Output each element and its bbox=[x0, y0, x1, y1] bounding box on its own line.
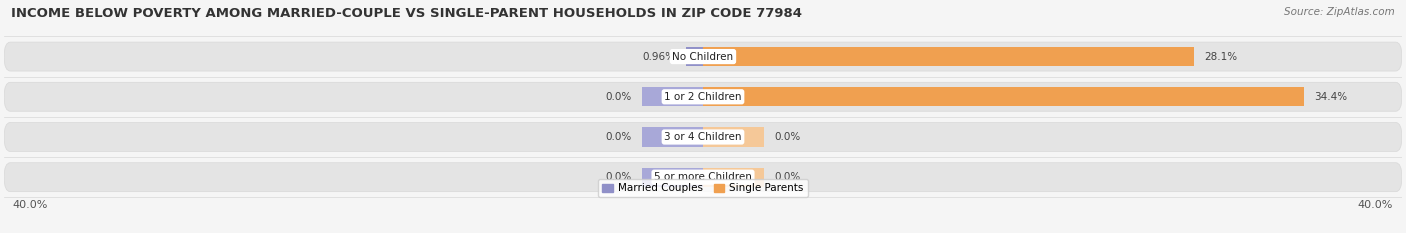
Bar bbox=[703, 127, 763, 147]
FancyBboxPatch shape bbox=[4, 123, 1402, 151]
Text: 34.4%: 34.4% bbox=[1315, 92, 1347, 102]
Bar bbox=[703, 47, 1194, 66]
Text: 0.0%: 0.0% bbox=[775, 132, 801, 142]
Bar bbox=[703, 168, 763, 187]
Text: 0.0%: 0.0% bbox=[605, 92, 631, 102]
Text: No Children: No Children bbox=[672, 51, 734, 62]
Legend: Married Couples, Single Parents: Married Couples, Single Parents bbox=[599, 179, 807, 197]
Bar bbox=[703, 87, 1303, 106]
Text: 0.0%: 0.0% bbox=[605, 132, 631, 142]
Text: 40.0%: 40.0% bbox=[13, 200, 48, 210]
FancyBboxPatch shape bbox=[4, 42, 1402, 71]
Text: 1 or 2 Children: 1 or 2 Children bbox=[664, 92, 742, 102]
Text: 28.1%: 28.1% bbox=[1205, 51, 1237, 62]
Text: 3 or 4 Children: 3 or 4 Children bbox=[664, 132, 742, 142]
Text: 0.96%: 0.96% bbox=[643, 51, 676, 62]
FancyBboxPatch shape bbox=[4, 163, 1402, 192]
Bar bbox=[643, 168, 703, 187]
Text: Source: ZipAtlas.com: Source: ZipAtlas.com bbox=[1284, 7, 1395, 17]
Text: 40.0%: 40.0% bbox=[1358, 200, 1393, 210]
Bar bbox=[686, 47, 703, 66]
Text: 0.0%: 0.0% bbox=[605, 172, 631, 182]
Bar bbox=[643, 87, 703, 106]
Text: 5 or more Children: 5 or more Children bbox=[654, 172, 752, 182]
Text: INCOME BELOW POVERTY AMONG MARRIED-COUPLE VS SINGLE-PARENT HOUSEHOLDS IN ZIP COD: INCOME BELOW POVERTY AMONG MARRIED-COUPL… bbox=[11, 7, 803, 20]
FancyBboxPatch shape bbox=[4, 82, 1402, 111]
Text: 0.0%: 0.0% bbox=[775, 172, 801, 182]
Bar bbox=[643, 127, 703, 147]
